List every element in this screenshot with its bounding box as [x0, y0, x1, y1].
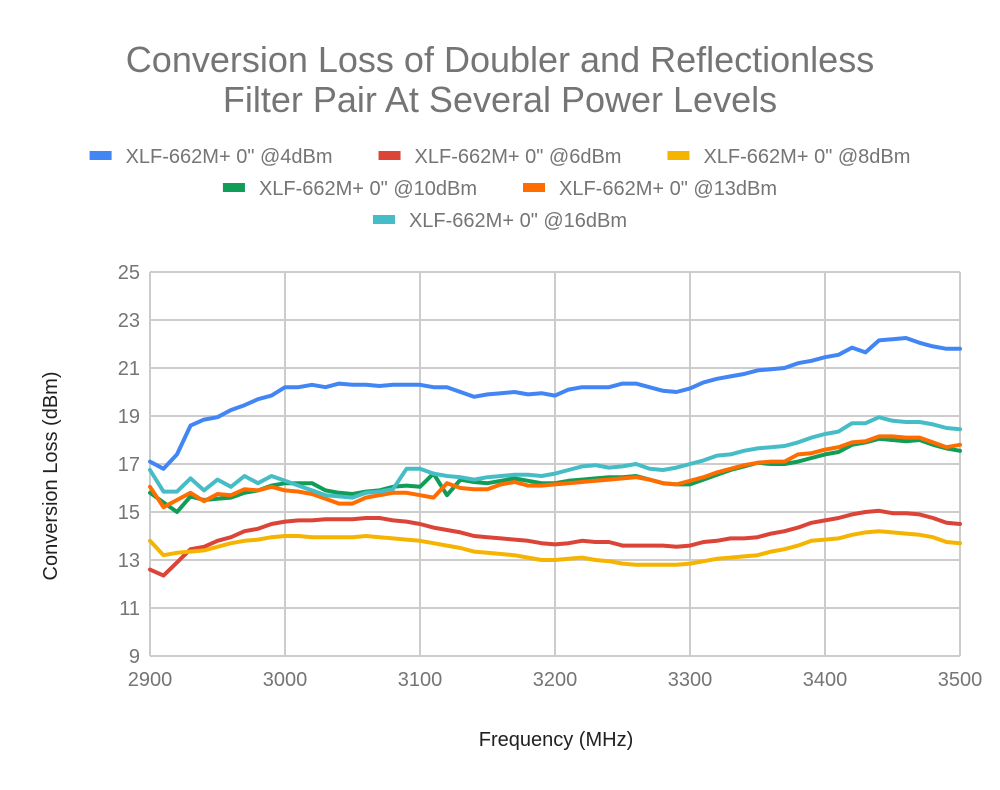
legend-label: XLF-662M+ 0" @16dBm: [409, 210, 627, 232]
chart-title: Conversion Loss of Doubler and Reflectio…: [126, 39, 874, 120]
y-axis-label: Conversion Loss (dBm): [40, 372, 62, 581]
legend-swatch: [222, 183, 245, 192]
y-tick-label: 21: [118, 358, 140, 380]
series-line-2: [148, 508, 962, 578]
series-lines: [148, 336, 962, 578]
legend-item[interactable]: XLF-662M+ 0" @6dBm: [378, 146, 622, 168]
x-tick-label: 3100: [398, 669, 443, 691]
legend-item[interactable]: XLF-662M+ 0" @10dBm: [222, 178, 477, 200]
legend-item[interactable]: XLF-662M+ 0" @8dBm: [667, 146, 910, 168]
legend-label: XLF-662M+ 0" @4dBm: [126, 146, 333, 168]
legend-item[interactable]: XLF-662M+ 0" @16dBm: [372, 210, 627, 232]
y-tick-label: 9: [129, 646, 140, 668]
y-tick-label: 25: [118, 262, 140, 284]
chart-title-line-2: Filter Pair At Several Power Levels: [223, 79, 777, 120]
series-line-6: [148, 415, 962, 500]
x-tick-label: 3500: [938, 669, 983, 691]
x-tick-label: 2900: [128, 669, 173, 691]
y-tick-label: 15: [118, 502, 140, 524]
legend-swatch: [372, 215, 395, 224]
legend-label: XLF-662M+ 0" @8dBm: [703, 146, 910, 168]
legend-label: XLF-662M+ 0" @13dBm: [559, 178, 777, 200]
y-tick-label: 11: [119, 598, 140, 620]
x-tick-label: 3300: [668, 669, 713, 691]
y-tick-label: 23: [118, 310, 140, 332]
gridlines: [149, 271, 961, 657]
legend-swatch: [89, 151, 112, 160]
series-line-5: [148, 434, 962, 510]
legend-label: XLF-662M+ 0" @6dBm: [415, 146, 622, 168]
legend-swatch: [523, 183, 545, 192]
axis-ticks: 9 11 13 15 17 19 21 23 25 2900 3000 3100 3200 3300 340…: [118, 262, 983, 691]
series-line-1: [148, 336, 962, 471]
legend-item[interactable]: XLF-662M+ 0" @4dBm: [89, 146, 333, 168]
y-tick-label: 13: [118, 550, 140, 572]
x-tick-label: 3000: [263, 669, 308, 691]
y-tick-label: 17: [118, 454, 140, 476]
series-line-3: [148, 529, 962, 567]
legend-swatch: [378, 151, 401, 160]
chart-title-line-1: Conversion Loss of Doubler and Reflectio…: [126, 39, 874, 80]
legend-item[interactable]: XLF-662M+ 0" @13dBm: [523, 178, 777, 200]
x-tick-label: 3400: [803, 669, 848, 691]
legend-swatch: [667, 151, 690, 160]
legend-label: XLF-662M+ 0" @10dBm: [259, 178, 477, 200]
legend: XLF-662M+ 0" @4dBm XLF-662M+ 0" @6dBm XLF-…: [89, 146, 910, 232]
x-axis-label: Frequency (MHz): [479, 729, 633, 751]
y-tick-label: 19: [118, 406, 140, 428]
x-tick-label: 3200: [533, 669, 578, 691]
